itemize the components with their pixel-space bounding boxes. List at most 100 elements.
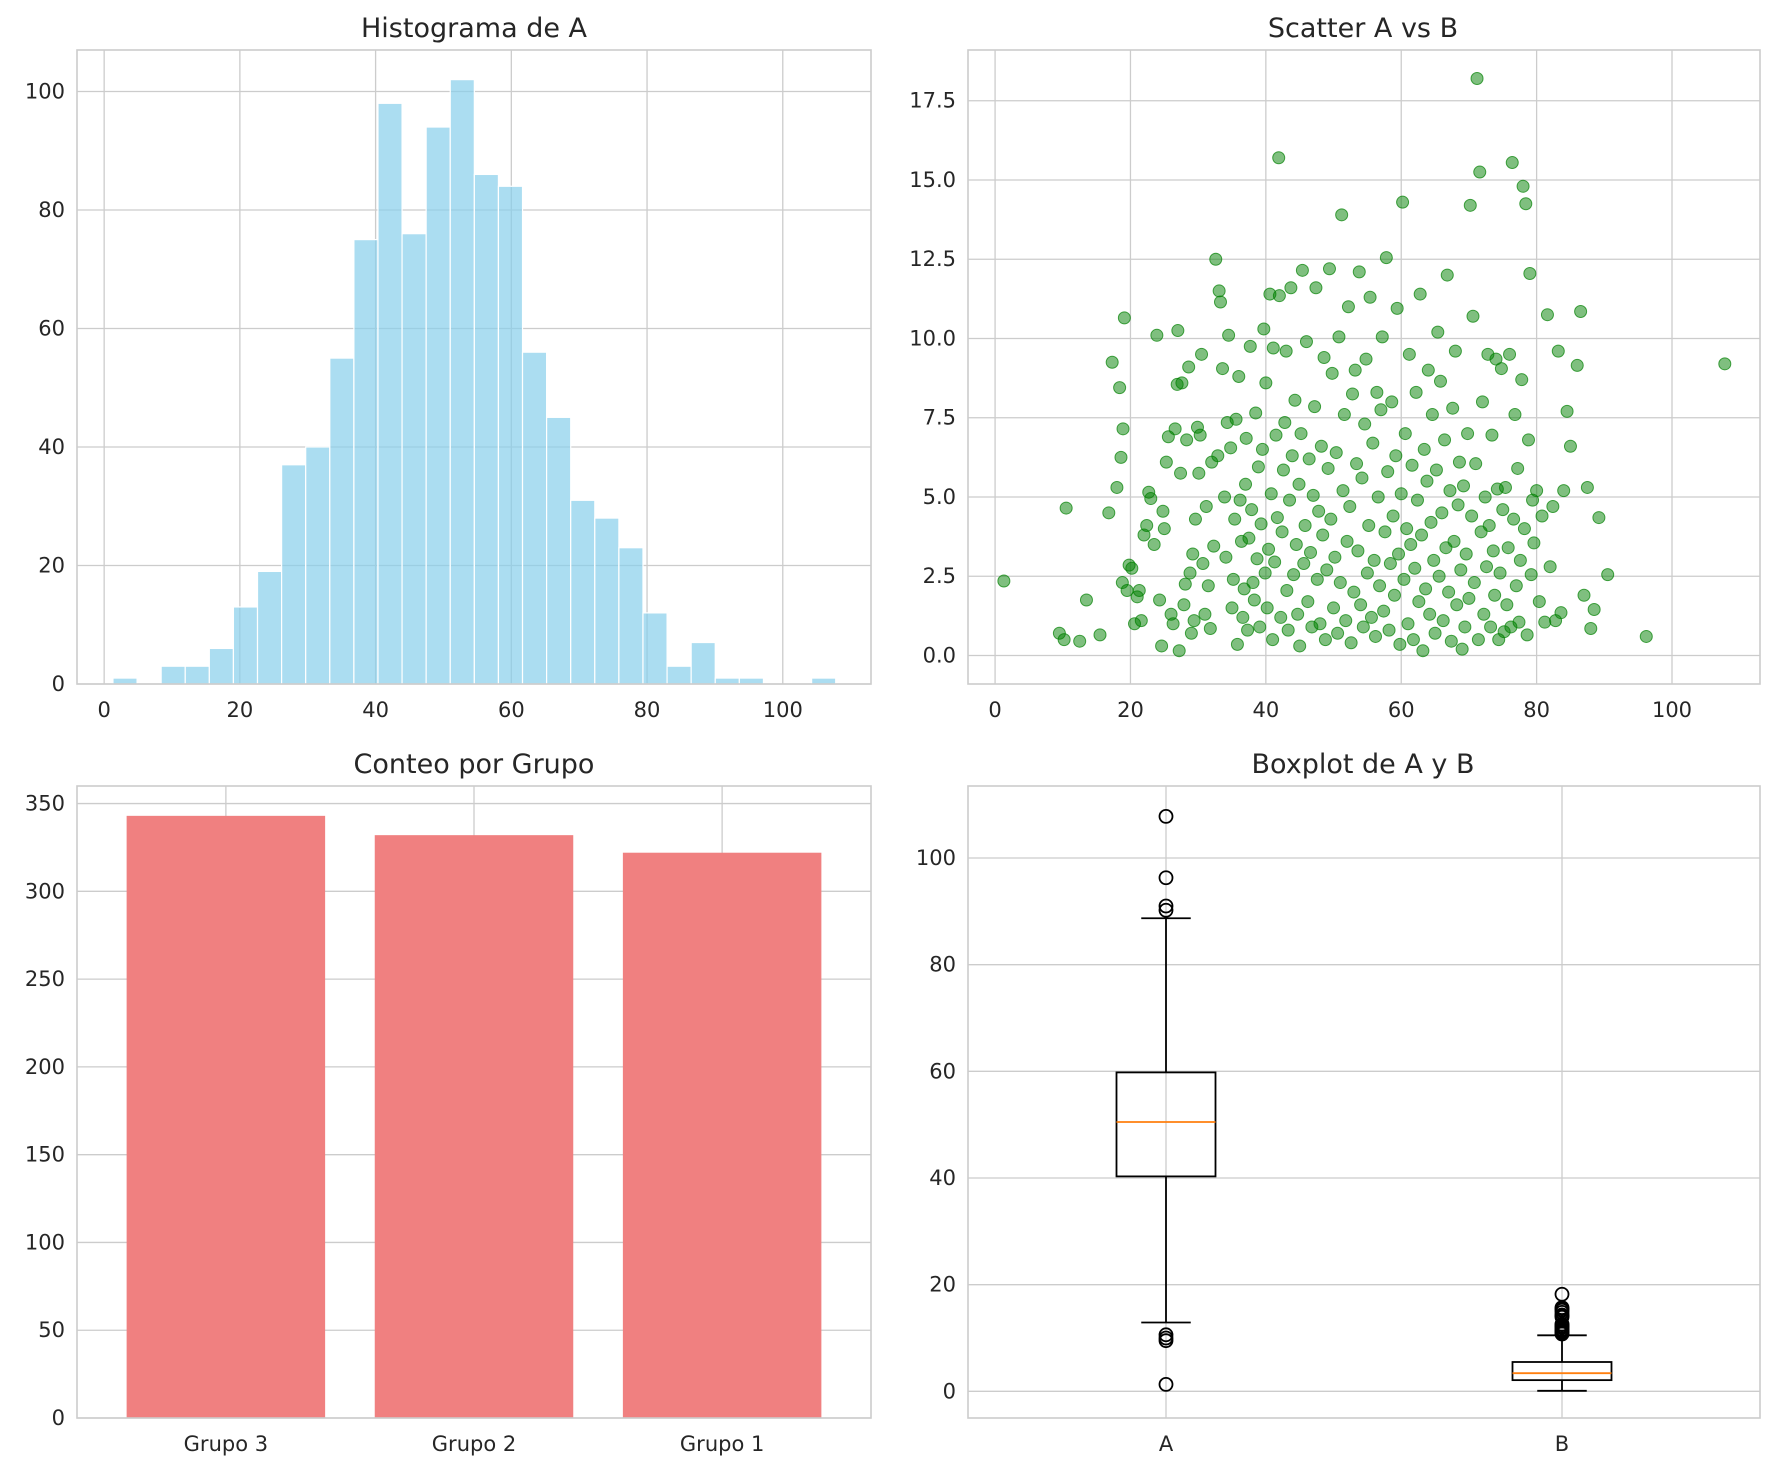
scatter-point — [1363, 290, 1377, 304]
scatter-point — [1371, 490, 1385, 504]
scatter-point — [1546, 499, 1560, 513]
scatter-point — [1232, 370, 1246, 384]
scatter-point — [1225, 601, 1239, 615]
bar-chart-ytick-label: 100 — [25, 1230, 65, 1254]
scatter-point — [1393, 637, 1407, 651]
panel-boxplot: Boxplot de A y B 0 20 40 60 80 100 A B — [916, 749, 1761, 1456]
histogram-bar — [570, 499, 596, 685]
scatter-point — [1245, 503, 1259, 517]
scatter-point — [1396, 195, 1410, 209]
scatter-point — [1168, 422, 1182, 436]
scatter-point — [1347, 585, 1361, 599]
scatter-point — [1469, 457, 1483, 471]
scatter-point — [1406, 633, 1420, 647]
scatter-point — [1241, 623, 1255, 637]
scatter-point — [1144, 492, 1158, 506]
scatter-point — [1344, 636, 1358, 650]
scatter-point — [1385, 395, 1399, 409]
scatter-point — [1316, 528, 1330, 542]
scatter-point — [1389, 449, 1403, 463]
scatter-point — [1257, 322, 1271, 336]
scatter-point — [1228, 512, 1242, 526]
scatter-point — [1718, 357, 1732, 371]
scatter-point — [1446, 401, 1460, 415]
scatter-point — [1465, 509, 1479, 523]
scatter-point — [1356, 620, 1370, 634]
scatter-point — [1394, 487, 1408, 501]
scatter-point — [1486, 544, 1500, 558]
histogram-bar — [521, 351, 548, 685]
box-a-outlier — [1158, 1333, 1174, 1349]
scatter-point — [1433, 374, 1447, 388]
scatter-point — [1457, 479, 1471, 493]
scatter-point — [1484, 620, 1498, 634]
histogram-bar — [160, 665, 186, 685]
histogram-bar — [401, 233, 427, 685]
scatter-point — [1195, 347, 1209, 361]
scatter-point — [1485, 428, 1499, 442]
scatter-point — [1180, 433, 1194, 447]
scatter-point — [1471, 633, 1485, 647]
scatter-point — [1199, 499, 1213, 513]
scatter-point — [1184, 626, 1198, 640]
scatter-point — [1288, 393, 1302, 407]
histogram-ytick-label: 60 — [38, 316, 65, 340]
histogram-xtick-label: 0 — [97, 698, 110, 722]
scatter-point — [1293, 639, 1307, 653]
scatter-ytick-label: 5.0 — [923, 485, 956, 509]
boxplot-ytick-label: 20 — [929, 1273, 956, 1297]
scatter-point — [1159, 455, 1173, 469]
scatter-point — [1266, 633, 1280, 647]
scatter-point — [1239, 431, 1253, 445]
scatter-ytick-label: 15.0 — [909, 168, 956, 192]
scatter-point — [1601, 568, 1615, 582]
scatter-point — [1196, 557, 1210, 571]
scatter-point — [1258, 566, 1272, 580]
scatter-point — [1505, 156, 1519, 170]
scatter-point — [1113, 381, 1127, 395]
scatter-point — [1278, 415, 1292, 429]
boxplot-title: Boxplot de A y B — [1252, 749, 1475, 780]
scatter-point — [1153, 593, 1167, 607]
scatter-point — [1132, 583, 1146, 597]
scatter-point — [1274, 610, 1288, 624]
scatter-point — [1150, 328, 1164, 342]
box-a-outlier — [1158, 902, 1174, 918]
box-b-iqr-box — [1511, 1361, 1613, 1382]
scatter-point — [1343, 499, 1357, 513]
scatter-point — [1530, 484, 1544, 498]
scatter-point — [1187, 614, 1201, 628]
scatter-point — [1198, 607, 1212, 621]
scatter-point — [1417, 442, 1431, 456]
scatter-point — [1584, 622, 1598, 636]
histogram-ytick-label: 40 — [38, 435, 65, 459]
scatter-point — [1580, 480, 1594, 494]
scatter-point — [1219, 550, 1233, 564]
scatter-xtick-label: 60 — [1388, 698, 1415, 722]
scatter-point — [1462, 591, 1476, 605]
bar-chart-ytick-label: 300 — [25, 879, 65, 903]
scatter-point — [1498, 480, 1512, 494]
scatter-point — [1172, 644, 1186, 658]
scatter-point — [1367, 553, 1381, 567]
scatter-point — [1222, 328, 1236, 342]
scatter-point — [1587, 603, 1601, 617]
scatter-point — [1440, 268, 1454, 282]
scatter-point — [1519, 197, 1533, 211]
bar-chart-xtick-label: Grupo 2 — [432, 1432, 516, 1456]
scatter-point — [1117, 311, 1131, 325]
scatter-point — [1182, 360, 1196, 374]
scatter-point — [1577, 588, 1591, 602]
scatter-point — [1341, 300, 1355, 314]
scatter-point — [1592, 511, 1606, 525]
scatter-point — [1186, 547, 1200, 561]
scatter-point — [1201, 579, 1215, 593]
scatter-point — [1298, 519, 1312, 532]
scatter-point — [1370, 385, 1384, 399]
scatter-point — [1226, 572, 1240, 586]
scatter-point — [1413, 287, 1427, 301]
scatter-point — [1313, 617, 1327, 631]
scatter-point — [1294, 427, 1308, 441]
scatter-point — [1503, 347, 1517, 361]
scatter-point — [1218, 490, 1232, 504]
